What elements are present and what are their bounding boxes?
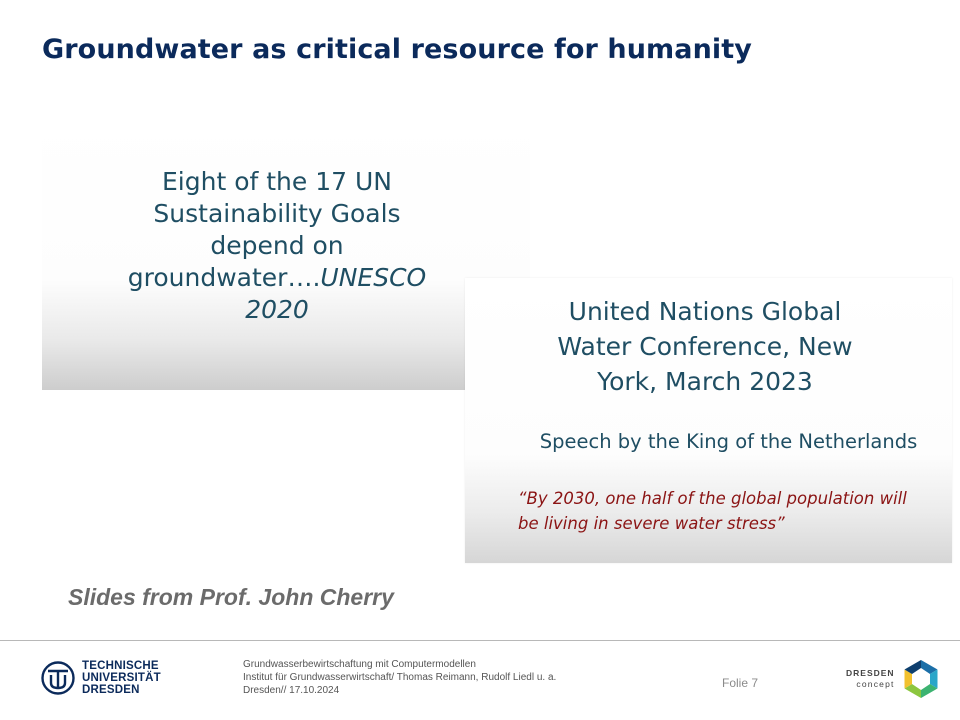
unesco-line-2: Sustainability Goals (153, 199, 401, 228)
slide-source-caption: Slides from Prof. John Cherry (68, 584, 394, 610)
unesco-line-5: 2020 (112, 294, 442, 326)
unesco-quote-text: Eight of the 17 UN Sustainability Goals … (112, 166, 442, 326)
unesco-quote-panel: Eight of the 17 UN Sustainability Goals … (42, 116, 530, 390)
un-conference-heading: United Nations Global Water Conference, … (525, 294, 885, 399)
speech-attribution: Speech by the King of the Netherlands (539, 430, 918, 453)
dresden-concept-logo-icon (904, 660, 938, 698)
dresden-concept-logo: DRESDEN concept (846, 657, 943, 701)
footer-divider (0, 640, 960, 641)
king-quote: “By 2030, one half of the global populat… (518, 486, 938, 536)
slide-title: Groundwater as critical resource for hum… (42, 34, 752, 65)
slide-number: Folie 7 (722, 676, 759, 690)
unesco-line-4-plain: groundwater…. (127, 263, 321, 292)
tu-dresden-logo-icon (41, 661, 75, 695)
unesco-year: 2020 (245, 295, 309, 324)
dc-word-2: concept (856, 679, 895, 689)
un-heading-line-3: York, March 2023 (597, 367, 813, 396)
unesco-source: UNESCO (320, 263, 427, 292)
tu-word-1: TECHNISCHE (82, 660, 159, 672)
footer-authors: Institut für Grundwasserwirtschaft/ Thom… (243, 672, 557, 683)
footer-course: Grundwasserbewirtschaftung mit Computerm… (243, 659, 476, 670)
tu-word-3: DRESDEN (82, 684, 140, 696)
dc-word-1: DRESDEN (846, 668, 895, 678)
tu-dresden-logo: TECHNISCHE UNIVERSITÄT DRESDEN (40, 658, 161, 698)
unesco-line-1: Eight of the 17 UN (162, 167, 392, 196)
dresden-concept-wordmark: DRESDEN concept (846, 668, 895, 690)
tu-word-2: UNIVERSITÄT (82, 672, 161, 684)
unesco-line-3: depend on (210, 231, 344, 260)
un-heading-line-2: Water Conference, New (557, 332, 853, 361)
un-conference-panel: United Nations Global Water Conference, … (465, 278, 952, 563)
un-heading-line-1: United Nations Global (568, 297, 842, 326)
king-quote-line-2: be living in severe water stress” (518, 514, 785, 533)
footer-info: Grundwasserbewirtschaftung mit Computerm… (243, 658, 556, 697)
king-quote-line-1: “By 2030, one half of the global populat… (518, 489, 907, 508)
unesco-line-4: groundwater….UNESCO (112, 262, 442, 294)
footer-date: Dresden// 17.10.2024 (243, 685, 340, 696)
tu-dresden-wordmark: TECHNISCHE UNIVERSITÄT DRESDEN (82, 660, 161, 696)
